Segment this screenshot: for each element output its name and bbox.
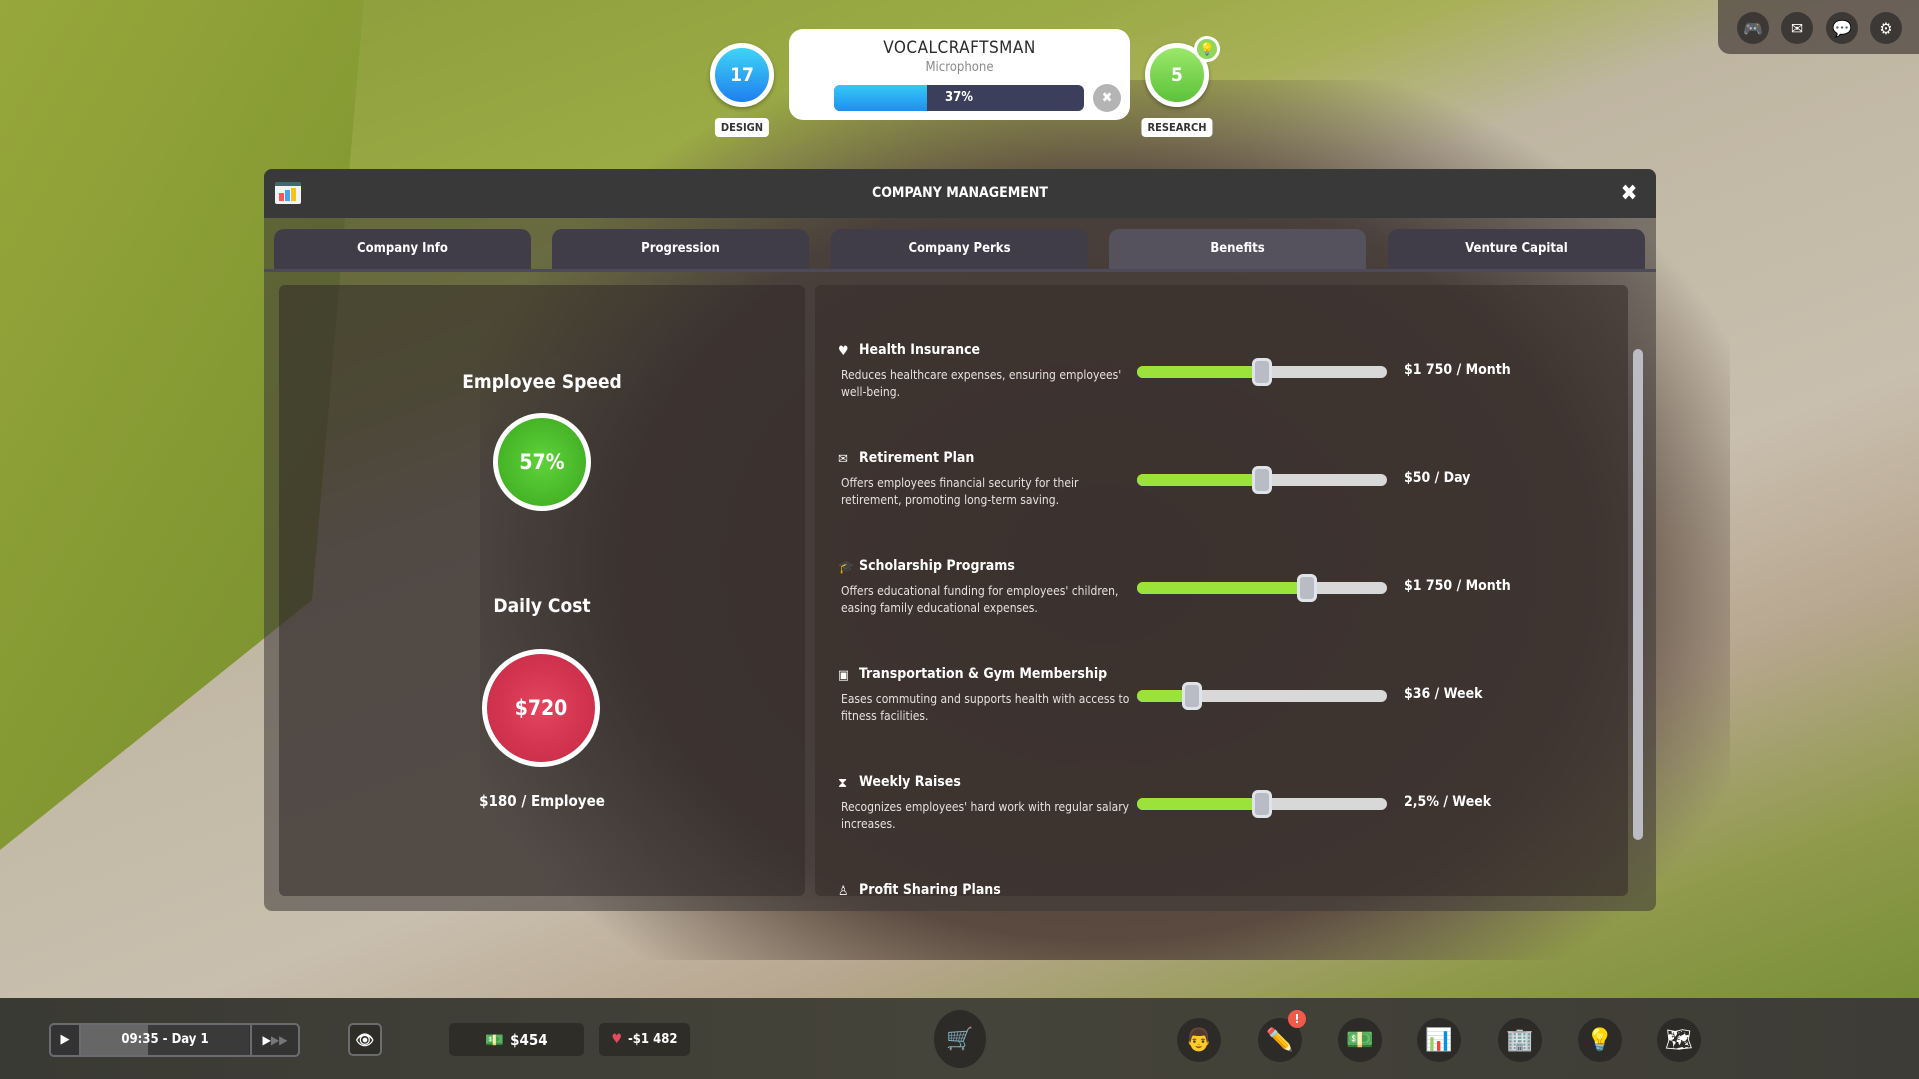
employee-speed-ring: 57%: [493, 413, 591, 511]
benefit-cost: 2,5% / Week: [1404, 794, 1492, 810]
research-label: RESEARCH: [1141, 118, 1213, 137]
project-type: Microphone: [925, 60, 994, 75]
cost-per-employee: $180 / Employee: [479, 792, 605, 810]
benefit-slider[interactable]: [1137, 358, 1387, 386]
office-icon[interactable]: 🏢: [1498, 1018, 1542, 1062]
slider-handle[interactable]: [1252, 790, 1272, 818]
window-title: COMPANY MANAGEMENT: [871, 185, 1048, 201]
slider-handle[interactable]: [1182, 682, 1202, 710]
graduation-cap-icon: 🎓: [838, 560, 855, 575]
tab-venture-capital[interactable]: Venture Capital: [1388, 229, 1645, 269]
map-icon[interactable]: 🗺: [1657, 1018, 1701, 1062]
slider-handle[interactable]: [1252, 466, 1272, 494]
design-label: DESIGN: [714, 118, 770, 137]
research-bulb-icon[interactable]: 💡: [1578, 1018, 1622, 1062]
slider-fill: [1137, 582, 1307, 594]
project-name: VOCALCRAFTSMAN: [883, 38, 1036, 58]
cancel-project-button[interactable]: ✖: [1093, 84, 1121, 112]
heart-down-icon: ♥: [611, 1032, 622, 1047]
benefit-title: Transportation & Gym Membership: [859, 666, 1108, 682]
cash-icon: 💵: [485, 1030, 505, 1049]
benefit-item: ♙ Profit Sharing Plans: [815, 882, 1615, 896]
chat-notification-icon[interactable]: 💬: [1826, 12, 1858, 44]
benefit-title: Weekly Raises: [859, 774, 961, 790]
company-management-window: COMPANY MANAGEMENT ✖ Company Info Progre…: [264, 169, 1656, 911]
benefit-cost: $1 750 / Month: [1404, 578, 1511, 594]
benefit-item: 🎓 Scholarship Programs Offers educational…: [815, 558, 1615, 658]
benefit-title: Health Insurance: [859, 342, 981, 358]
benefit-title: Profit Sharing Plans: [859, 882, 1001, 896]
slider-handle[interactable]: [1297, 574, 1317, 602]
profit-icon: ♙: [838, 884, 849, 896]
employee-speed-title: Employee Speed: [462, 371, 622, 393]
piggy-bank-icon: ✉: [838, 452, 848, 467]
time-control: ▶ 09:35 - Day 1 ▶▶▶: [49, 1023, 300, 1057]
slider-fill: [1137, 798, 1262, 810]
slider-fill: [1137, 690, 1192, 702]
bottom-toolbar: ▶ 09:35 - Day 1 ▶▶▶ 👁 💵 $454 ♥ -$1 482 🛒 👨…: [0, 998, 1919, 1079]
tab-progression[interactable]: Progression: [552, 229, 809, 269]
benefit-description: Offers employees financial security for …: [841, 476, 1079, 507]
raise-icon: ⧗: [838, 776, 848, 791]
benefit-description: Offers educational funding for employees…: [841, 584, 1119, 615]
gear-icon[interactable]: ⚙: [1870, 12, 1902, 44]
benefit-item: ▣ Transportation & Gym Membership Eases c…: [815, 666, 1615, 766]
bus-icon: ▣: [838, 668, 850, 683]
benefit-cost: $50 / Day: [1404, 470, 1471, 486]
heart-icon: ♥: [838, 344, 849, 359]
fast-forward-button[interactable]: ▶▶▶: [250, 1025, 298, 1055]
benefit-item: ✉ Retirement Plan Offers employees financ…: [815, 450, 1615, 550]
benefits-list: ♥ Health Insurance Reduces healthcare exp…: [815, 285, 1628, 896]
slider-fill: [1137, 474, 1262, 486]
scrollbar-thumb[interactable]: [1633, 349, 1643, 840]
progress-label: 37%: [945, 90, 973, 105]
progress-fill: [834, 85, 927, 111]
benefit-title: Scholarship Programs: [859, 558, 1015, 574]
game-time: 09:35 - Day 1: [81, 1025, 249, 1055]
benefit-description: Eases commuting and supports health with…: [841, 692, 1130, 723]
view-toggle-button[interactable]: 👁: [348, 1023, 382, 1056]
employee-icon[interactable]: 👨: [1177, 1018, 1221, 1062]
window-header: COMPANY MANAGEMENT ✖: [264, 169, 1656, 218]
top-right-toolbar: 🎮 ✉ 💬 ⚙: [1718, 0, 1919, 54]
shop-cart-icon[interactable]: 🛒: [934, 1010, 986, 1068]
benefit-item: ⧗ Weekly Raises Recognizes employees' har…: [815, 774, 1615, 874]
benefit-slider[interactable]: [1137, 790, 1387, 818]
benefits-scrollbar[interactable]: [1633, 285, 1643, 896]
company-management-icon[interactable]: 📊: [1417, 1018, 1461, 1062]
tab-benefits[interactable]: Benefits: [1109, 229, 1366, 269]
benefits-summary: Employee Speed 57% Daily Cost $720 $180 …: [279, 285, 805, 896]
benefit-item: ♥ Health Insurance Reduces healthcare exp…: [815, 342, 1615, 442]
design-points[interactable]: 17: [710, 43, 774, 107]
money-display: 💵 $454: [449, 1023, 584, 1056]
discord-icon[interactable]: 🎮: [1737, 12, 1769, 44]
project-progress-bar: 37%: [834, 85, 1084, 111]
tab-company-info[interactable]: Company Info: [274, 229, 531, 269]
benefit-title: Retirement Plan: [859, 450, 975, 466]
tab-divider: [264, 269, 1656, 272]
benefit-description: Recognizes employees' hard work with reg…: [841, 800, 1130, 831]
alert-badge-icon: !: [1288, 1010, 1306, 1028]
play-button[interactable]: ▶: [51, 1025, 81, 1055]
benefit-slider[interactable]: [1137, 574, 1387, 602]
tab-company-perks[interactable]: Company Perks: [831, 229, 1088, 269]
daily-cost-ring: $720: [482, 649, 600, 767]
lightbulb-badge-icon: 💡: [1194, 36, 1220, 62]
close-icon[interactable]: ✖: [1620, 181, 1638, 206]
benefit-description: Reduces healthcare expenses, ensuring em…: [841, 368, 1122, 399]
slider-handle[interactable]: [1252, 358, 1272, 386]
slider-fill: [1137, 366, 1262, 378]
benefit-cost: $36 / Week: [1404, 686, 1483, 702]
finance-icon[interactable]: 💵: [1338, 1018, 1382, 1062]
project-card[interactable]: VOCALCRAFTSMAN Microphone 37% ✖: [789, 29, 1130, 120]
benefit-cost: $1 750 / Month: [1404, 362, 1511, 378]
expenses-display: ♥ -$1 482: [599, 1023, 690, 1056]
presentation-board-icon: [275, 182, 301, 204]
mail-icon[interactable]: ✉: [1781, 12, 1813, 44]
benefit-slider[interactable]: [1137, 682, 1387, 710]
benefit-slider[interactable]: [1137, 466, 1387, 494]
daily-cost-title: Daily Cost: [493, 595, 591, 617]
